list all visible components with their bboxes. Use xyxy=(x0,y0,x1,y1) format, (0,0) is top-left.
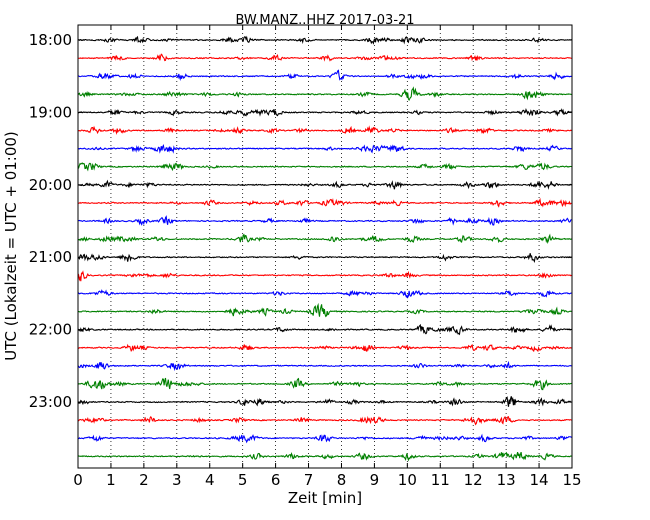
x-tick-label: 1 xyxy=(106,471,116,489)
seismic-trace xyxy=(77,233,572,244)
y-tick-label: 22:00 xyxy=(29,321,72,339)
seismic-trace xyxy=(77,35,572,45)
x-tick-label: 5 xyxy=(238,471,248,489)
seismic-trace xyxy=(77,360,572,372)
seismic-trace xyxy=(77,433,572,444)
seismic-trace xyxy=(77,302,572,318)
x-axis-label: Zeit [min] xyxy=(288,489,362,507)
x-tick-label: 12 xyxy=(464,471,483,489)
seismic-trace xyxy=(77,323,572,336)
seismic-trace xyxy=(77,125,572,135)
x-tick-label: 9 xyxy=(370,471,380,489)
x-tick-label: 2 xyxy=(139,471,149,489)
seismic-trace xyxy=(77,289,572,299)
seismic-trace xyxy=(77,343,572,353)
y-axis-label: UTC (Lokalzeit = UTC + 01:00) xyxy=(2,131,20,361)
seismic-trace xyxy=(77,253,572,263)
seismic-trace xyxy=(77,143,572,154)
seismic-trace xyxy=(77,377,572,391)
y-tick-label: 23:00 xyxy=(29,393,72,411)
seismic-trace xyxy=(77,415,572,426)
seismic-trace xyxy=(77,396,572,407)
trace-group xyxy=(77,35,572,462)
x-tick-label: 4 xyxy=(205,471,215,489)
x-tick-label: 8 xyxy=(337,471,347,489)
x-tick-label: 10 xyxy=(398,471,417,489)
y-tick-label: 18:00 xyxy=(29,31,72,49)
chart-title: BW.MANZ..HHZ 2017-03-21 xyxy=(235,13,414,28)
y-tick-label: 19:00 xyxy=(29,103,72,121)
seismic-trace xyxy=(77,69,572,81)
y-axis: 18:00 19:00 20:00 21:00 22:00 23:00 xyxy=(29,31,572,411)
seismic-trace xyxy=(77,451,572,462)
seismic-trace xyxy=(77,197,572,208)
seismic-trace xyxy=(77,179,572,190)
seismic-trace xyxy=(77,107,572,117)
x-tick-label: 14 xyxy=(530,471,549,489)
plot-frame xyxy=(77,24,573,469)
y-tick-label: 20:00 xyxy=(29,176,72,194)
seismic-trace xyxy=(77,86,572,101)
seismic-trace xyxy=(77,215,572,226)
x-tick-label: 13 xyxy=(497,471,516,489)
x-tick-label: 6 xyxy=(271,471,281,489)
x-axis: 0 1 2 3 4 5 6 7 8 9 10 11 12 13 14 15 xyxy=(73,25,582,489)
y-tick-label: 21:00 xyxy=(29,248,72,266)
seismic-trace xyxy=(77,270,572,282)
x-tick-label: 0 xyxy=(73,471,83,489)
seismic-trace xyxy=(77,53,572,62)
x-tick-label: 11 xyxy=(431,471,450,489)
x-tick-label: 7 xyxy=(304,471,314,489)
seismic-trace xyxy=(77,162,572,172)
x-tick-label: 15 xyxy=(562,471,581,489)
x-tick-label: 3 xyxy=(172,471,182,489)
